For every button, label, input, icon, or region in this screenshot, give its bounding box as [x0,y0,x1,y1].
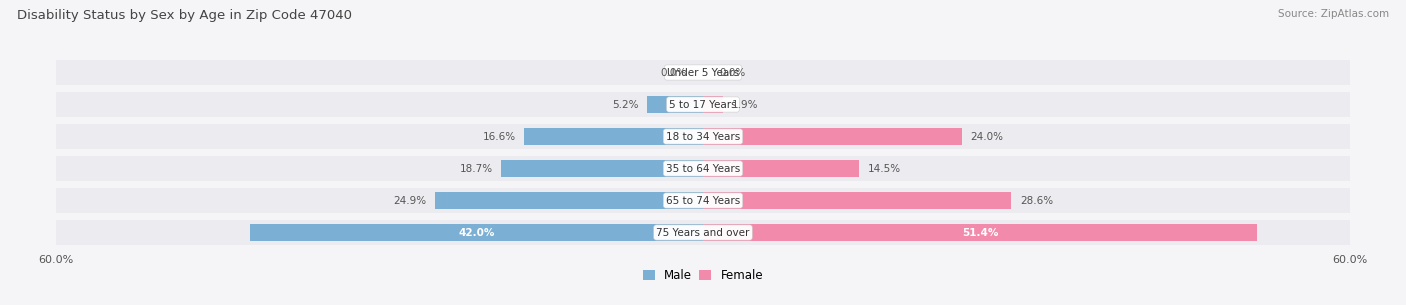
Text: 0.0%: 0.0% [661,67,688,77]
Text: 24.0%: 24.0% [970,131,1004,142]
Bar [703,128,962,145]
Bar [56,92,703,117]
Bar [250,224,703,241]
Text: 0.0%: 0.0% [720,67,745,77]
Text: 24.9%: 24.9% [392,196,426,206]
Bar [647,96,703,113]
Legend: Male, Female: Male, Female [638,265,768,287]
Text: 18.7%: 18.7% [460,163,494,174]
Bar [56,124,703,149]
Text: 51.4%: 51.4% [962,228,998,238]
Bar [703,156,1350,181]
Text: 1.9%: 1.9% [733,99,759,109]
Bar [524,128,703,145]
Text: 65 to 74 Years: 65 to 74 Years [666,196,740,206]
Bar [56,220,703,245]
Text: 75 Years and over: 75 Years and over [657,228,749,238]
Bar [56,156,703,181]
Bar [56,60,703,85]
Bar [703,60,1350,85]
Text: 14.5%: 14.5% [868,163,901,174]
Bar [703,160,859,177]
Text: 18 to 34 Years: 18 to 34 Years [666,131,740,142]
Bar [703,124,1350,149]
Bar [502,160,703,177]
Text: 16.6%: 16.6% [482,131,516,142]
Bar [703,188,1350,213]
Text: 42.0%: 42.0% [458,228,495,238]
Bar [703,220,1350,245]
Bar [703,92,1350,117]
Text: 5 to 17 Years: 5 to 17 Years [669,99,737,109]
Bar [56,188,703,213]
Bar [703,192,1011,209]
Bar [703,96,724,113]
Bar [434,192,703,209]
Text: Under 5 Years: Under 5 Years [666,67,740,77]
Text: 5.2%: 5.2% [612,99,638,109]
Text: Disability Status by Sex by Age in Zip Code 47040: Disability Status by Sex by Age in Zip C… [17,9,352,22]
Text: 35 to 64 Years: 35 to 64 Years [666,163,740,174]
Text: Source: ZipAtlas.com: Source: ZipAtlas.com [1278,9,1389,19]
Text: 28.6%: 28.6% [1019,196,1053,206]
Bar [703,224,1257,241]
